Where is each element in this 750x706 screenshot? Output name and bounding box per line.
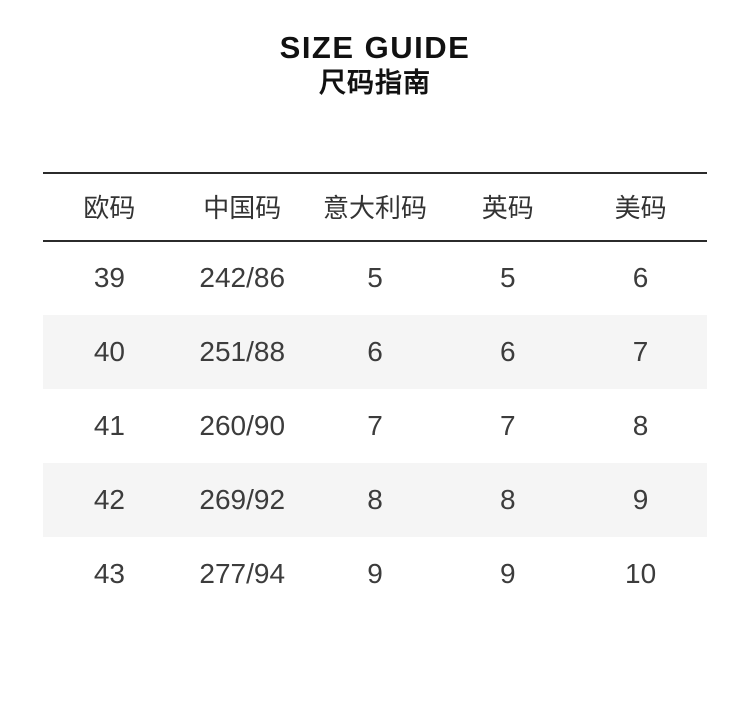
page-title: SIZE GUIDE (279, 30, 471, 65)
column-header-uk-size: 英码 (481, 193, 534, 224)
size-cell-eu: 39 (93, 262, 125, 294)
column-header-eu-size: 欧码 (83, 193, 136, 224)
table-row: 39 242/86 5 5 6 (43, 241, 707, 315)
size-table-head: 欧码 中国码 意大利码 英码 美码 (43, 173, 707, 241)
size-cell-uk: 5 (500, 262, 516, 294)
size-cell-china: 251/88 (199, 335, 286, 367)
page-subtitle: 尺码指南 (319, 67, 431, 98)
size-table: 欧码 中国码 意大利码 英码 美码 39 242/86 5 5 6 40 251… (43, 171, 707, 611)
size-cell-uk: 7 (500, 409, 516, 441)
size-cell-china: 277/94 (199, 557, 286, 589)
size-cell-eu: 42 (93, 483, 125, 515)
size-cell-china: 242/86 (199, 262, 286, 294)
size-cell-italy: 6 (367, 335, 383, 367)
size-table-body: 39 242/86 5 5 6 40 251/88 6 6 7 41 260/9… (43, 241, 707, 611)
size-cell-us: 10 (625, 557, 657, 589)
column-header-italy-size: 意大利码 (322, 193, 427, 224)
table-row: 43 277/94 9 9 10 (43, 537, 707, 611)
size-cell-uk: 9 (500, 557, 516, 589)
table-header-row: 欧码 中国码 意大利码 英码 美码 (43, 173, 707, 241)
column-header-china-size: 中国码 (203, 193, 282, 224)
size-cell-uk: 6 (500, 335, 516, 367)
size-cell-italy: 5 (367, 262, 383, 294)
size-cell-eu: 40 (93, 335, 125, 367)
size-cell-china: 260/90 (199, 409, 286, 441)
size-cell-us: 9 (632, 483, 649, 515)
size-cell-china: 269/92 (199, 483, 286, 515)
size-cell-italy: 7 (367, 409, 383, 441)
page-header: SIZE GUIDE 尺码指南 (0, 0, 750, 99)
table-row: 40 251/88 6 6 7 (43, 314, 707, 389)
size-cell-eu: 41 (93, 409, 125, 441)
table-row: 42 269/92 8 8 9 (43, 462, 707, 537)
table-row: 41 260/90 7 7 8 (43, 389, 707, 463)
size-cell-uk: 8 (500, 483, 516, 515)
size-cell-us: 7 (632, 335, 649, 367)
size-cell-us: 6 (632, 262, 649, 294)
size-cell-eu: 43 (93, 557, 125, 589)
size-cell-italy: 9 (367, 557, 383, 589)
size-cell-us: 8 (632, 409, 649, 441)
size-cell-italy: 8 (367, 483, 383, 515)
column-header-us-size: 美码 (614, 193, 667, 224)
